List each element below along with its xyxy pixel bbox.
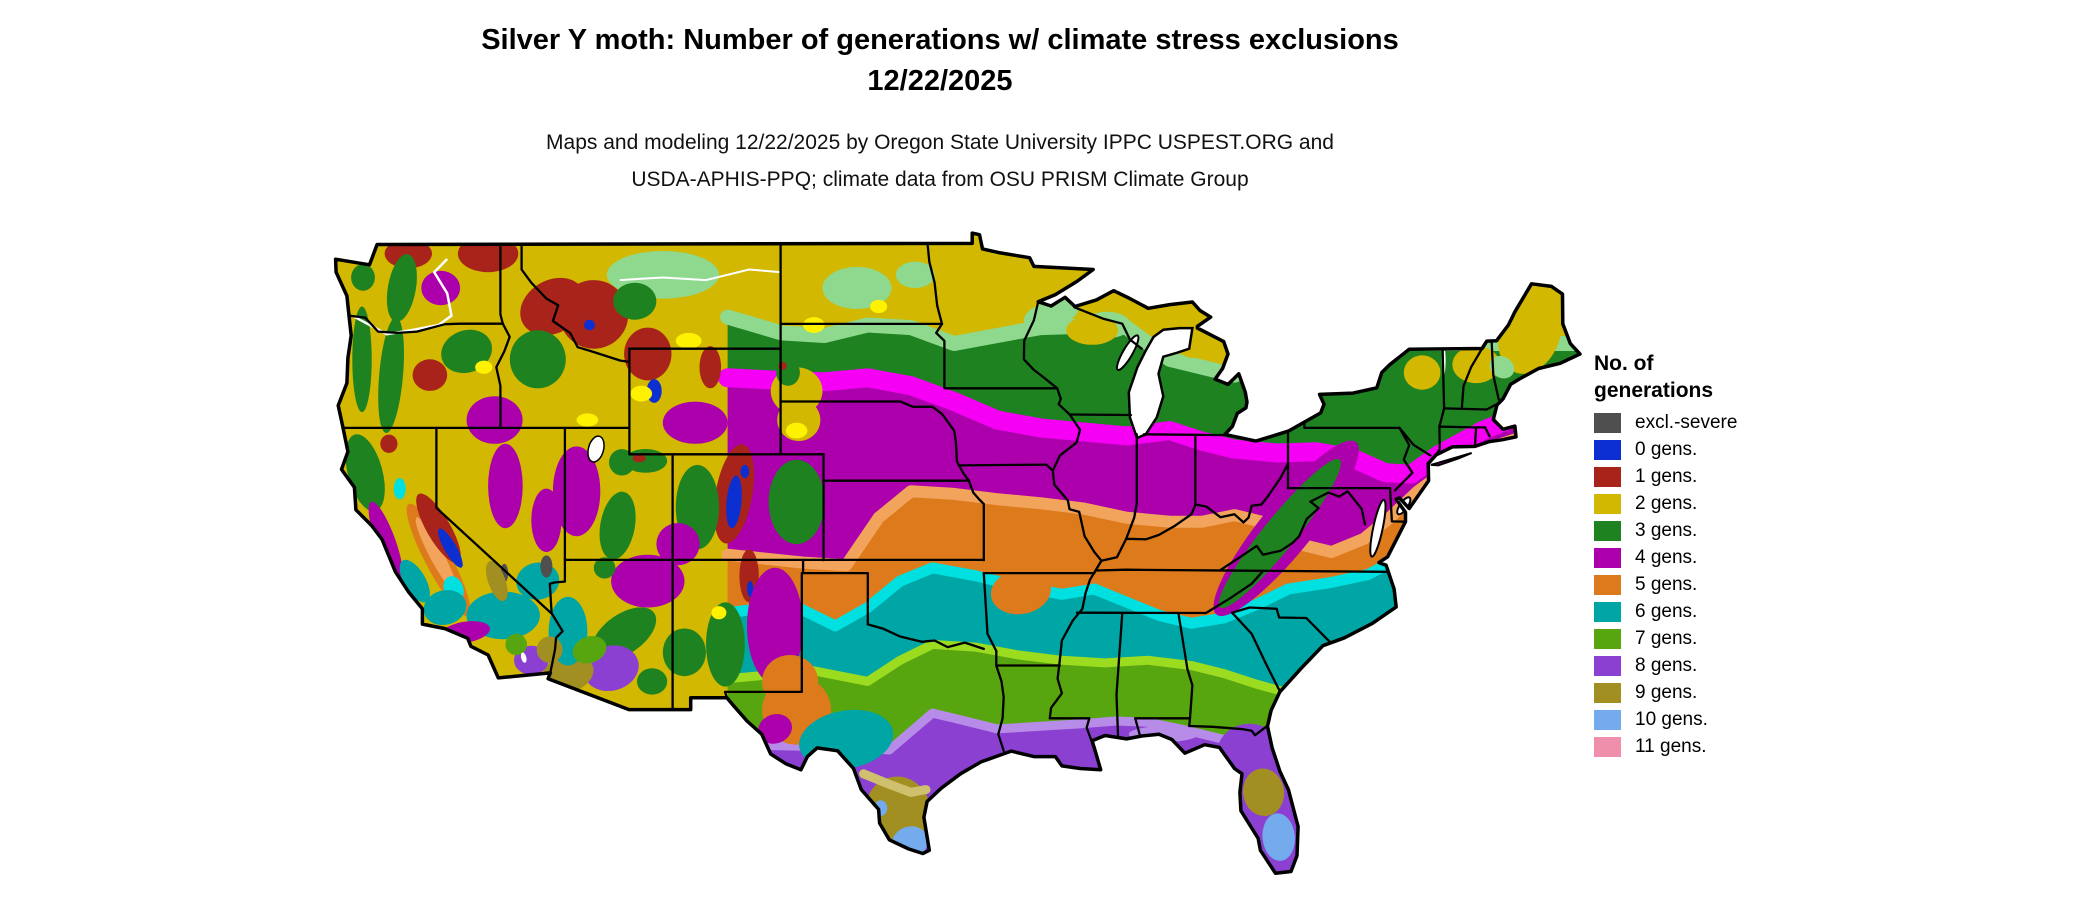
legend-label-excl: excl.-severe [1635,412,1738,433]
legend-swatch-1 [1594,467,1621,487]
legend-item-1: 1 gens. [1594,466,1894,487]
legend-item-6: 6 gens. [1594,601,1894,622]
page-header: Silver Y moth: Number of generations w/ … [0,20,1880,102]
conus-outline [333,231,1582,876]
legend-label-9: 9 gens. [1635,682,1698,703]
map-legend: No. of generations excl.-severe 0 gens. 1 … [1594,350,1894,764]
long-island [1430,452,1473,467]
legend-swatch-10 [1594,710,1621,730]
legend-swatch-4 [1594,548,1621,568]
page-subtitle-line1: Maps and modeling 12/22/2025 by Oregon S… [546,131,1334,154]
legend-item-excl: excl.-severe [1594,412,1894,433]
legend-swatch-7 [1594,629,1621,649]
legend-item-5: 5 gens. [1594,574,1894,595]
legend-label-2: 2 gens. [1635,493,1698,514]
page-subtitle: Maps and modeling 12/22/2025 by Oregon S… [0,124,1880,198]
legend-label-7: 7 gens. [1635,628,1698,649]
legend-label-11: 11 gens. [1635,736,1707,757]
legend-title-line1: No. of [1594,352,1654,375]
legend-label-0: 0 gens. [1635,439,1698,460]
legend-label-4: 4 gens. [1635,547,1698,568]
legend-title-line2: generations [1594,379,1714,402]
legend-item-2: 2 gens. [1594,493,1894,514]
state-borders [340,241,1500,752]
legend-swatch-5 [1594,575,1621,595]
legend-swatch-6 [1594,602,1621,622]
legend-swatch-2 [1594,494,1621,514]
legend-label-8: 8 gens. [1635,655,1698,676]
page-subtitle-line2: USDA-APHIS-PPQ; climate data from OSU PR… [631,168,1249,191]
legend-items: excl.-severe 0 gens. 1 gens. 2 gens. 3 gens.… [1594,412,1894,757]
legend-item-3: 3 gens. [1594,520,1894,541]
legend-item-4: 4 gens. [1594,547,1894,568]
legend-swatch-3 [1594,521,1621,541]
legend-label-6: 6 gens. [1635,601,1698,622]
legend-item-8: 8 gens. [1594,655,1894,676]
legend-item-9: 9 gens. [1594,682,1894,703]
page-title-line2: 12/22/2025 [867,65,1013,97]
legend-label-1: 1 gens. [1635,466,1698,487]
legend-swatch-excl [1594,413,1621,433]
legend-item-10: 10 gens. [1594,709,1894,730]
legend-swatch-0 [1594,440,1621,460]
legend-swatch-9 [1594,683,1621,703]
legend-item-0: 0 gens. [1594,439,1894,460]
page-title-line1: Silver Y moth: Number of generations w/ … [481,24,1399,56]
legend-label-3: 3 gens. [1635,520,1698,541]
legend-label-10: 10 gens. [1635,709,1708,730]
legend-swatch-11 [1594,737,1621,757]
legend-label-5: 5 gens. [1635,574,1698,595]
legend-item-7: 7 gens. [1594,628,1894,649]
legend-item-11: 11 gens. [1594,736,1894,757]
legend-swatch-8 [1594,656,1621,676]
